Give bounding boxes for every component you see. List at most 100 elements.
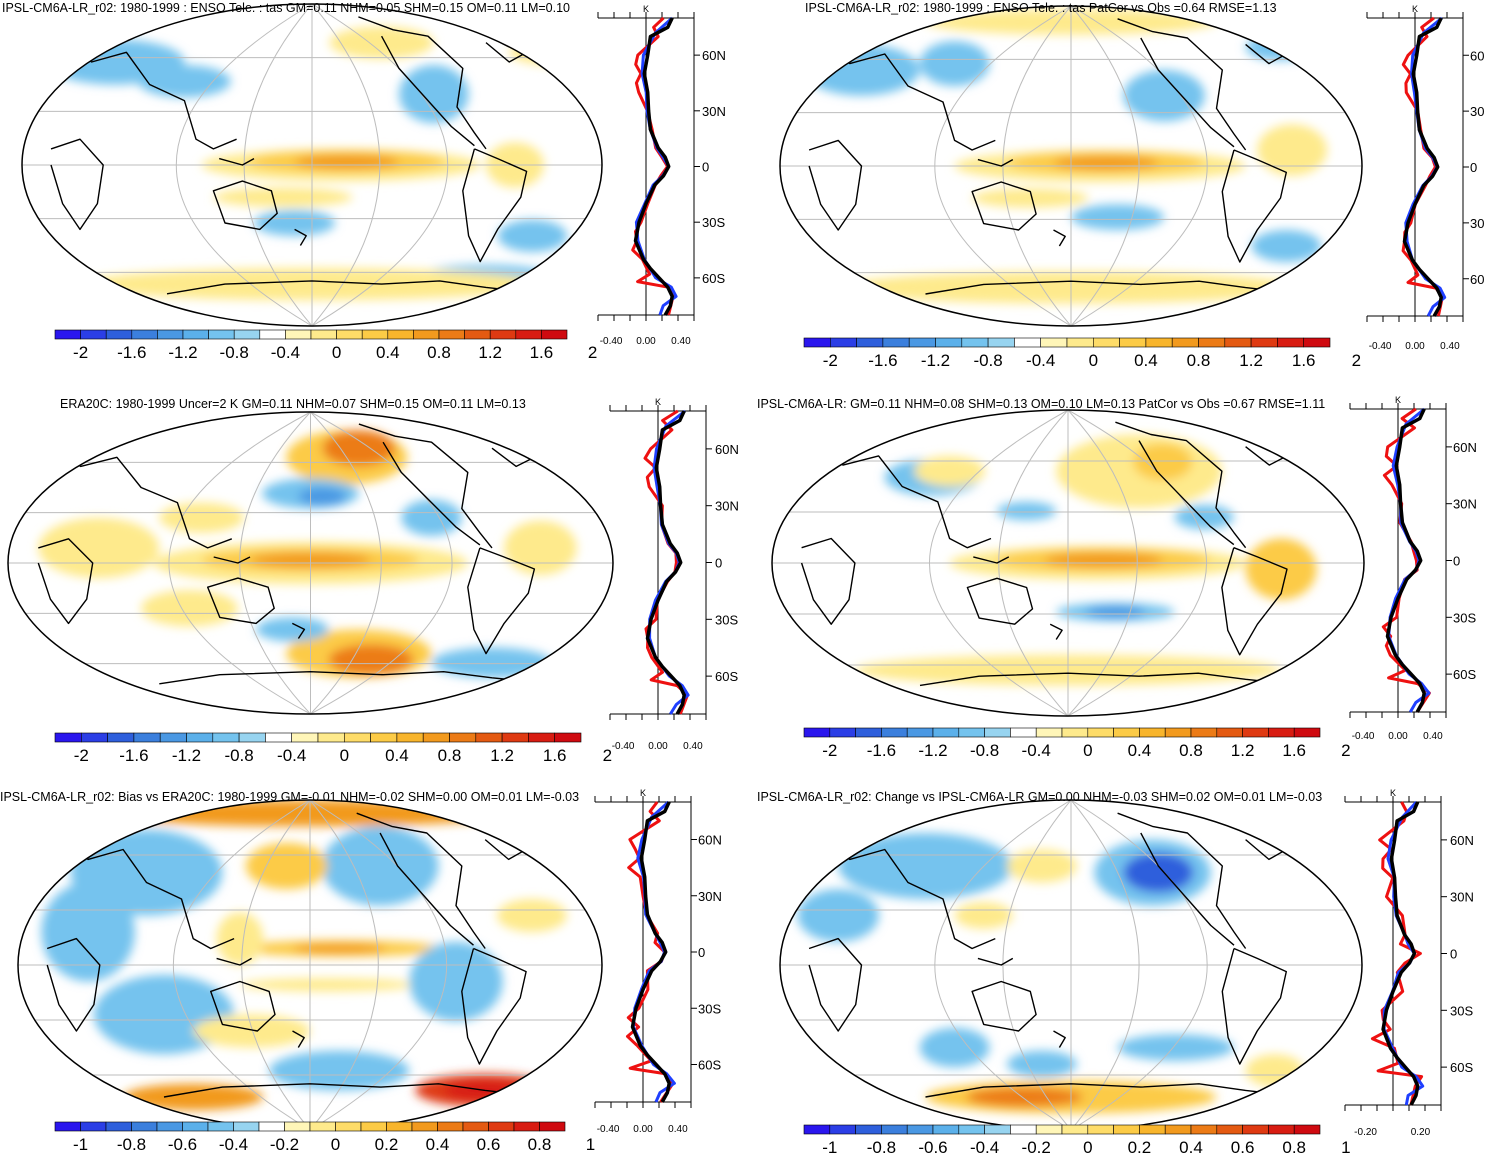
colorbar-swatch	[360, 1121, 387, 1132]
zonal-unit-label: K	[1390, 788, 1396, 798]
colorbar-swatch	[958, 1124, 985, 1135]
colorbar-label: -1.2	[168, 343, 197, 362]
colorbar-swatch	[370, 732, 398, 743]
colorbar-label: 2	[588, 343, 597, 362]
colorbar-swatch	[182, 1121, 209, 1132]
zonal-panel-p4: K 60N 30N 0 30S 60S -0.40 0.00 0.40	[1349, 395, 1477, 742]
colorbar-label: 0.4	[426, 1135, 450, 1154]
map-p3	[8, 412, 613, 714]
colorbar-swatch	[107, 732, 135, 743]
colorbar-label: -0.6	[168, 1135, 197, 1154]
colorbar-swatch	[1139, 1124, 1166, 1135]
colorbar-swatch	[1198, 337, 1226, 348]
colorbar-label: -1.6	[117, 343, 146, 362]
zonal-lat-label: 30S	[1450, 1003, 1473, 1018]
zonal-lat-label: 60N	[698, 833, 722, 848]
colorbar-swatch	[1035, 1124, 1063, 1135]
colorbar-swatch	[449, 732, 477, 743]
colorbar-label: -1.6	[868, 351, 897, 370]
colorbar-swatch	[309, 1121, 336, 1132]
colorbar-swatch	[285, 329, 312, 340]
colorbar-swatch	[554, 732, 582, 743]
zonal-unit-label: K	[655, 397, 661, 407]
colorbar-label: 0.4	[1128, 741, 1152, 760]
colorbar-label: 0	[1083, 1138, 1092, 1157]
zonal-unit-label: K	[1395, 395, 1401, 405]
colorbar-label: -0.8	[224, 746, 253, 765]
colorbar-label: 0	[1083, 741, 1092, 760]
colorbar-label: 0.4	[1179, 1138, 1203, 1157]
colorbar-swatch	[882, 337, 910, 348]
colorbar-label: 0.8	[1179, 741, 1203, 760]
map-p1	[22, 4, 602, 326]
colorbar-swatch	[1061, 727, 1089, 738]
zonal-lat-label: 0	[698, 945, 705, 960]
zonal-line-black	[645, 410, 686, 715]
zonal-lat-label: 30	[1470, 216, 1484, 231]
colorbar-swatch	[1164, 727, 1192, 738]
zonal-lat-label: 60N	[702, 48, 726, 63]
colorbar-swatch	[488, 1121, 515, 1132]
colorbar-swatch	[1113, 727, 1140, 738]
zonal-lat-label: 60N	[1450, 833, 1474, 848]
colorbar-label: 0	[332, 343, 341, 362]
zonal-x-tick-label: -0.40	[1352, 731, 1375, 742]
zonal-lat-label: 0	[1470, 160, 1477, 175]
colorbar-swatch	[437, 1121, 464, 1132]
colorbar-swatch	[475, 732, 503, 743]
colorbar-swatch	[1277, 337, 1305, 348]
zonal-unit-label: K	[643, 4, 649, 14]
colorbar-swatch	[829, 1124, 856, 1135]
zonal-lat-label: 60S	[1453, 667, 1476, 682]
zonal-x-tick-label: 0.40	[668, 1124, 688, 1135]
colorbar-label: -1.2	[921, 351, 950, 370]
zonal-lat-label: 30N	[1453, 497, 1477, 512]
colorbar-swatch	[881, 727, 908, 738]
colorbar-label: 1.2	[478, 343, 502, 362]
panel-title-p5: IPSL-CM6A-LR_r02: Bias vs ERA20C: 1980-1…	[0, 790, 580, 804]
colorbar-swatch	[336, 329, 363, 340]
colorbar-label: 1.2	[1231, 741, 1255, 760]
colorbar-swatch	[105, 329, 133, 340]
colorbar-label: -0.4	[1022, 741, 1051, 760]
panel-title-p3: ERA20C: 1980-1999 Uncer=2 K GM=0.11 NHM=…	[60, 397, 526, 411]
map-p6	[780, 800, 1362, 1130]
colorbar-swatch	[133, 732, 161, 743]
zonal-line-black	[1402, 17, 1443, 317]
colorbar-swatch	[343, 732, 371, 743]
zonal-unit-label: K	[1412, 4, 1418, 14]
zonal-lat-label: 30N	[698, 889, 722, 904]
zonal-x-tick-label: -0.40	[612, 741, 635, 752]
colorbar-swatch	[259, 329, 286, 340]
colorbar-label: 1	[1341, 1138, 1350, 1157]
colorbar-label: -1	[822, 1138, 837, 1157]
zonal-lat-label: 0	[1453, 554, 1460, 569]
colorbar-label: -1.2	[918, 741, 947, 760]
colorbar-swatch	[1171, 337, 1199, 348]
colorbar-label: -0.8	[973, 351, 1002, 370]
colorbar-label: -0.4	[219, 1135, 248, 1154]
colorbar-label: 0.4	[376, 343, 400, 362]
colorbar-label: -1	[73, 1135, 88, 1154]
zonal-x-tick-label: -0.40	[1369, 341, 1392, 352]
colorbar-swatch	[1040, 337, 1068, 348]
colorbar-swatch	[1010, 727, 1037, 738]
colorbar-swatch	[1066, 337, 1094, 348]
colorbar-label: 1.2	[490, 746, 514, 765]
colorbar-swatch	[1093, 337, 1120, 348]
colorbar-swatch	[208, 329, 235, 340]
colorbar-swatch	[310, 329, 337, 340]
colorbar-swatch	[157, 329, 184, 340]
colorbar-swatch	[1293, 727, 1321, 738]
colorbar-label: 0.4	[385, 746, 409, 765]
map-border-p2	[779, 5, 1363, 327]
colorbar-swatch	[207, 1121, 234, 1132]
zonal-x-tick-label: 0.40	[1423, 731, 1443, 742]
colorbar-label: 0.8	[528, 1135, 552, 1154]
colorbar-label: 0	[1089, 351, 1098, 370]
colorbar-swatch	[81, 732, 108, 743]
colorbar-label: -1.2	[172, 746, 201, 765]
colorbar-swatch	[539, 1121, 566, 1132]
colorbar-p2: -2 -1.6 -1.2 -0.8 -0.4 0 0.4 0.8 1.2 1.6 2	[803, 337, 1361, 370]
